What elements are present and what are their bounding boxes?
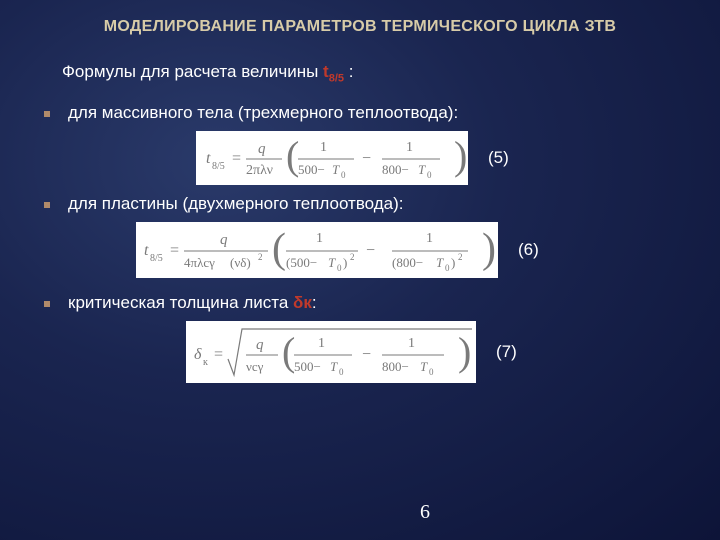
svg-text:−: − bbox=[362, 150, 371, 167]
list-item: для пластины (двухмерного теплоотвода): bbox=[40, 193, 680, 216]
equation-number-6: (6) bbox=[518, 240, 539, 260]
bullet-text-3: критическая толщина листа δк: bbox=[68, 292, 317, 315]
svg-text:t: t bbox=[206, 150, 211, 167]
svg-text:): ) bbox=[454, 133, 467, 178]
svg-text:T: T bbox=[418, 162, 426, 177]
svg-text:): ) bbox=[343, 255, 347, 270]
svg-text:800−: 800− bbox=[382, 359, 409, 374]
svg-text:8/5: 8/5 bbox=[212, 161, 225, 172]
svg-text:500−: 500− bbox=[298, 162, 325, 177]
svg-text:1: 1 bbox=[320, 140, 327, 155]
svg-text:2: 2 bbox=[350, 252, 355, 262]
svg-text:1: 1 bbox=[316, 231, 323, 246]
bullet-text-1: для массивного тела (трехмерного теплоот… bbox=[68, 102, 458, 125]
equation-6: t 8/5 = q 4πλcγ (νδ) 2 ( ) 1 (500− T 0 )… bbox=[136, 222, 498, 278]
svg-text:(800−: (800− bbox=[392, 255, 423, 270]
intro-suffix: : bbox=[344, 62, 353, 81]
svg-text:=: = bbox=[214, 346, 223, 363]
svg-text:0: 0 bbox=[429, 367, 434, 377]
svg-text:0: 0 bbox=[427, 170, 432, 180]
svg-text:T: T bbox=[332, 162, 340, 177]
slide-title: МОДЕЛИРОВАНИЕ ПАРАМЕТРОВ ТЕРМИЧЕСКОГО ЦИ… bbox=[40, 18, 680, 36]
equation-number-5: (5) bbox=[488, 148, 509, 168]
svg-text:(500−: (500− bbox=[286, 255, 317, 270]
bullet-text-2: для пластины (двухмерного теплоотвода): bbox=[68, 193, 404, 216]
svg-text:1: 1 bbox=[318, 336, 325, 351]
bullet-marker bbox=[44, 202, 50, 208]
svg-text:q: q bbox=[220, 232, 228, 248]
svg-text:4πλcγ: 4πλcγ bbox=[184, 255, 215, 270]
svg-text:(: ( bbox=[272, 226, 286, 272]
bullet-marker bbox=[44, 111, 50, 117]
svg-text:T: T bbox=[420, 359, 428, 374]
svg-text:0: 0 bbox=[445, 263, 450, 273]
svg-text:1: 1 bbox=[408, 336, 415, 351]
svg-text:): ) bbox=[458, 329, 471, 374]
svg-text:δ: δ bbox=[194, 346, 202, 363]
svg-text:−: − bbox=[362, 346, 371, 363]
svg-text:8/5: 8/5 bbox=[150, 253, 163, 264]
svg-text:q: q bbox=[256, 337, 264, 353]
svg-text:0: 0 bbox=[341, 170, 346, 180]
intro-var: t8/5 bbox=[323, 62, 344, 81]
svg-text:t: t bbox=[144, 242, 149, 259]
svg-text:T: T bbox=[436, 255, 444, 270]
list-item: для массивного тела (трехмерного теплоот… bbox=[40, 102, 680, 125]
svg-text:0: 0 bbox=[337, 263, 342, 273]
svg-text:−: − bbox=[366, 242, 375, 259]
svg-text:νcγ: νcγ bbox=[246, 359, 264, 374]
svg-text:800−: 800− bbox=[382, 162, 409, 177]
page-number: 6 bbox=[420, 501, 430, 524]
equation-5: t 8/5 = q 2πλν ( ) 1 500− T 0 − 1 bbox=[196, 131, 468, 185]
svg-text:2πλν: 2πλν bbox=[246, 163, 273, 178]
svg-text:0: 0 bbox=[339, 367, 344, 377]
equation-7: δ к = q νcγ ( ) 1 500− T 0 − bbox=[186, 321, 476, 383]
equation-number-7: (7) bbox=[496, 342, 517, 362]
bullet-marker bbox=[44, 301, 50, 307]
svg-text:(νδ): (νδ) bbox=[230, 255, 251, 270]
svg-text:к: к bbox=[203, 357, 208, 368]
svg-text:T: T bbox=[330, 359, 338, 374]
svg-text:=: = bbox=[232, 150, 241, 167]
svg-text:T: T bbox=[328, 255, 336, 270]
svg-text:2: 2 bbox=[258, 252, 263, 262]
list-item: критическая толщина листа δк: bbox=[40, 292, 680, 315]
svg-text:500−: 500− bbox=[294, 359, 321, 374]
svg-text:1: 1 bbox=[426, 231, 433, 246]
svg-text:q: q bbox=[258, 141, 266, 157]
svg-text:): ) bbox=[482, 226, 496, 272]
svg-text:2: 2 bbox=[458, 252, 463, 262]
svg-text:): ) bbox=[451, 255, 455, 270]
intro-prefix: Формулы для расчета величины bbox=[62, 62, 323, 81]
svg-text:1: 1 bbox=[406, 140, 413, 155]
intro-line: Формулы для расчета величины t8/5 : bbox=[62, 62, 680, 84]
svg-text:=: = bbox=[170, 242, 179, 259]
